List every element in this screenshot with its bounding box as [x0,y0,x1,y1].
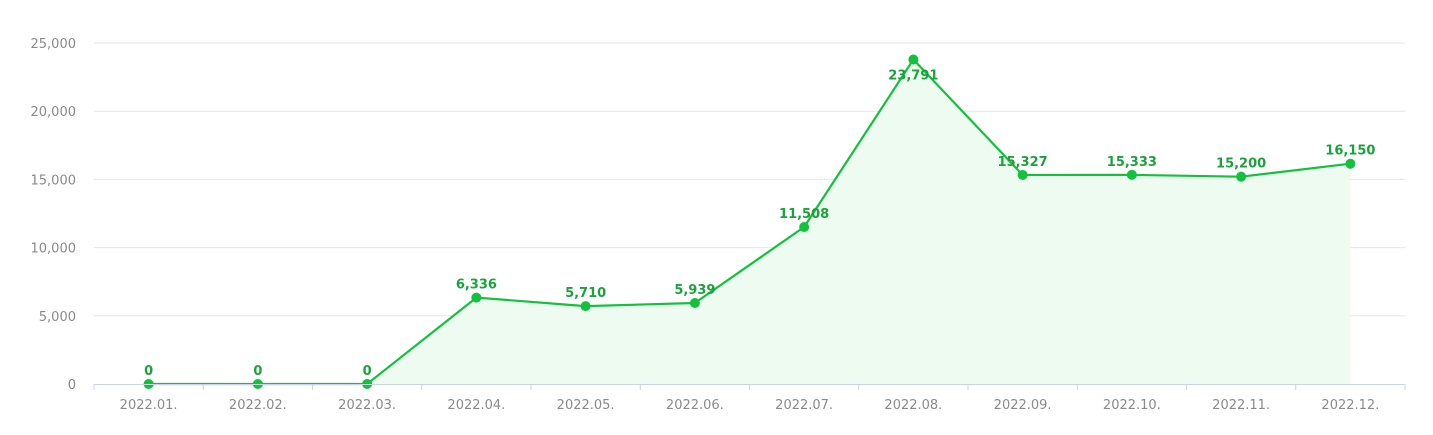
data-point [799,222,810,233]
data-labels: 0 0 0 6,336 5,710 5,939 11,508 23,791 15,327 15,3… [144,68,1375,379]
area-layer [148,59,1351,385]
x-tick-label: 2022.07. [775,398,833,413]
data-point [908,54,919,65]
y-axis: 0 5,000 10,000 15,000 20,000 25,000 [31,37,77,393]
x-tick-label: 2022.04. [447,398,505,413]
data-point [1017,169,1028,180]
y-tick-label: 0 [68,378,76,393]
series-area [148,59,1351,385]
data-point [689,297,700,308]
data-label: 16,150 [1325,144,1375,159]
x-tick-label: 2022.06. [666,398,724,413]
data-label: 6,336 [456,278,497,293]
data-label: 0 [144,364,153,379]
y-tick-label: 5,000 [39,310,76,325]
data-label: 15,327 [998,155,1048,170]
y-tick-label: 10,000 [31,242,77,257]
x-tick-label: 2022.05. [557,398,615,413]
data-label: 15,333 [1107,155,1157,170]
data-point [1236,171,1247,182]
x-tick-label: 2022.10. [1103,398,1161,413]
x-tick-label: 2022.01. [120,398,178,413]
data-point [580,301,591,312]
data-label: 0 [363,364,372,379]
data-label: 5,939 [674,283,715,298]
data-label: 5,710 [565,286,606,301]
y-tick-label: 20,000 [31,105,77,120]
x-tick-label: 2022.03. [338,398,396,413]
data-point [1126,169,1137,180]
x-tick-label: 2022.11. [1212,398,1270,413]
data-points [143,54,1356,389]
x-tick-label: 2022.09. [994,398,1052,413]
x-tick-label: 2022.08. [884,398,942,413]
x-axis: 2022.01. 2022.02. 2022.03. 2022.04. 2022.05.… [93,384,1406,413]
x-tick-label: 2022.02. [229,398,287,413]
data-label: 15,200 [1216,157,1266,172]
data-label: 0 [253,364,262,379]
data-label: 11,508 [779,207,829,222]
x-tick-label: 2022.12. [1321,398,1379,413]
y-tick-label: 15,000 [31,173,77,188]
data-point [471,292,482,303]
data-label: 23,791 [888,68,938,83]
data-point [1345,158,1356,169]
y-tick-label: 25,000 [31,37,77,52]
